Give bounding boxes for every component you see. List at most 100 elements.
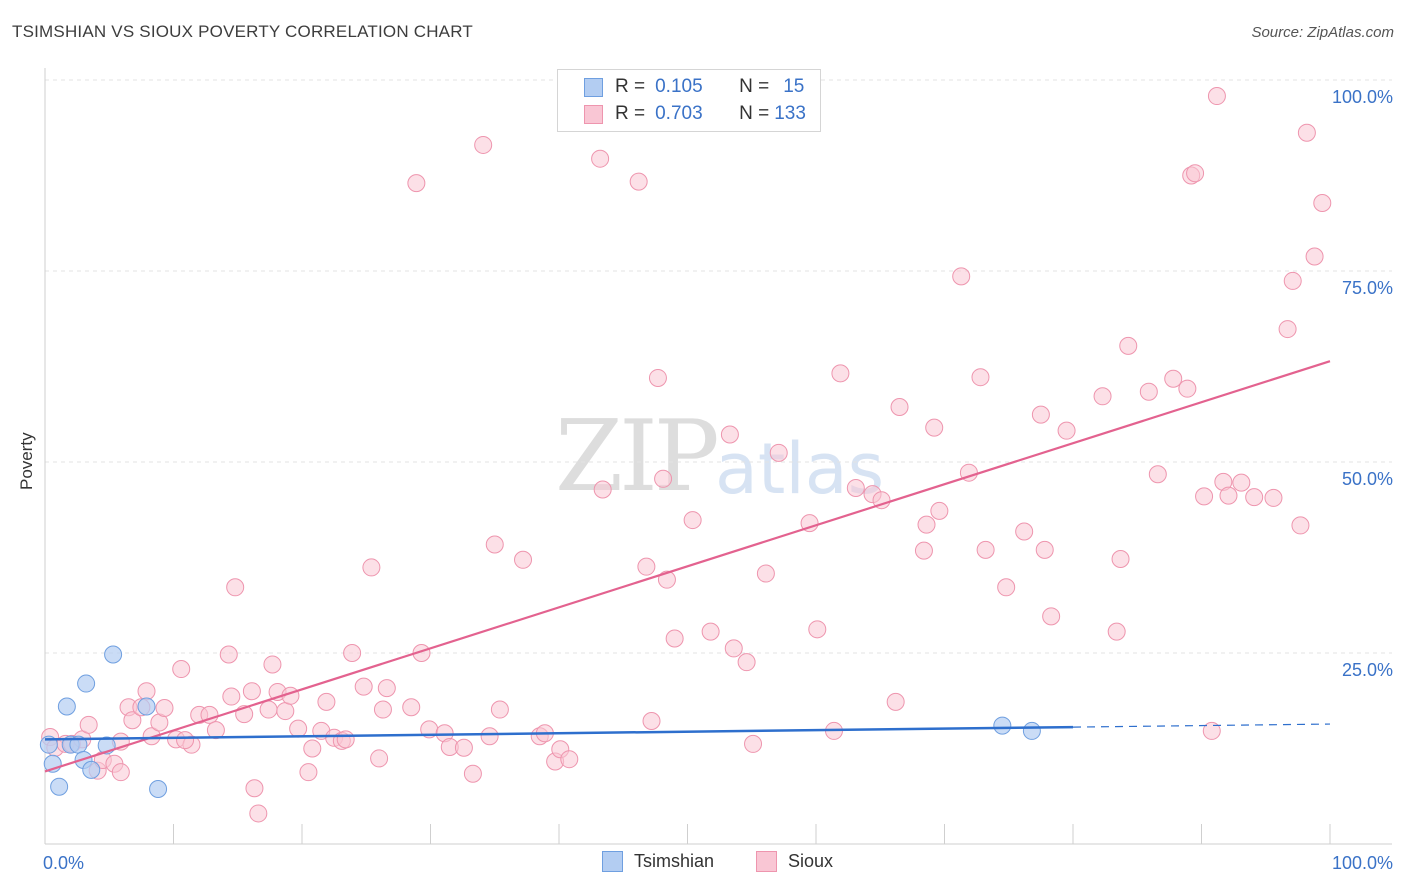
- sioux-point: [925, 418, 944, 437]
- sioux-point: [808, 620, 827, 639]
- sioux-point: [245, 779, 264, 798]
- sioux-point: [249, 804, 268, 823]
- sioux-point: [701, 622, 720, 641]
- sioux-point: [155, 699, 174, 718]
- tsimshian-legend-label: Tsimshian: [634, 851, 715, 871]
- sioux-point: [343, 644, 362, 662]
- sioux-point: [642, 711, 661, 730]
- sioux-point: [1245, 488, 1264, 507]
- sioux-point: [242, 682, 261, 701]
- legend-row-sioux: R = 0.703 N = 133: [584, 102, 806, 126]
- x-tick-label: 100.0%: [1332, 853, 1393, 873]
- sioux-point: [463, 764, 482, 783]
- sioux-point: [485, 535, 504, 554]
- stats-legend: R = 0.105 N = 15 R = 0.703 N = 133: [557, 69, 821, 132]
- sioux-point: [930, 501, 949, 520]
- legend-r-label: R =: [615, 76, 646, 97]
- sioux-point: [665, 629, 684, 648]
- sioux-point: [637, 557, 656, 576]
- sioux-point: [276, 702, 295, 721]
- sioux-point: [720, 425, 739, 444]
- sioux-point: [1107, 622, 1126, 641]
- sioux-point: [1297, 123, 1316, 142]
- sioux-point: [1035, 540, 1054, 559]
- sioux-point: [886, 692, 905, 711]
- legend-r-value: 0.105: [655, 76, 703, 97]
- sioux-legend-label: Sioux: [788, 851, 834, 871]
- legend-n-label: N =: [739, 76, 770, 97]
- sioux-point: [657, 570, 676, 589]
- legend-r-value: 0.703: [655, 103, 703, 124]
- sioux-point: [219, 645, 238, 664]
- sioux-point: [1232, 473, 1251, 492]
- sioux-point: [591, 149, 610, 168]
- sioux-point: [1148, 465, 1167, 484]
- tsimshian-point: [82, 760, 101, 779]
- y-tick-label: 50.0%: [1342, 469, 1393, 489]
- sioux-point: [952, 267, 971, 286]
- sioux-point: [407, 174, 426, 193]
- sioux-point: [514, 550, 533, 569]
- sioux-point: [724, 639, 743, 658]
- sioux-point: [1015, 522, 1034, 541]
- sioux-point: [744, 734, 763, 753]
- tsimshian-point: [137, 697, 156, 716]
- y-tick-label: 25.0%: [1342, 660, 1393, 680]
- sioux-point: [259, 700, 278, 719]
- sioux-point: [1031, 405, 1050, 424]
- x-tick-label: 0.0%: [43, 853, 84, 873]
- sioux-trendline: [44, 360, 1331, 773]
- sioux-point: [971, 368, 990, 387]
- sioux-point: [1093, 387, 1112, 406]
- legend-n-value: 133: [774, 103, 806, 124]
- sioux-point: [917, 515, 936, 534]
- bottom-legend-sioux: Sioux: [756, 851, 833, 872]
- sioux-point: [769, 443, 788, 462]
- sioux-point: [1164, 369, 1183, 388]
- legend-row-tsimshian: R = 0.105 N = 15: [584, 75, 804, 99]
- sioux-point: [800, 514, 819, 533]
- sioux-point: [737, 653, 756, 672]
- sioux-point: [1202, 721, 1221, 740]
- sioux-point: [648, 368, 667, 387]
- tsimshian-trendline: [44, 725, 1074, 741]
- y-tick-label: 100.0%: [1332, 87, 1393, 107]
- watermark-zip: ZIP: [555, 400, 720, 514]
- tsimshian-trendline-extension: [1072, 723, 1331, 728]
- legend-r-label: R =: [615, 103, 646, 124]
- sioux-point: [1186, 164, 1205, 183]
- sioux-point: [1278, 320, 1297, 339]
- sioux-point: [593, 480, 612, 499]
- legend-n-value: 15: [783, 76, 805, 97]
- sioux-point: [226, 578, 245, 597]
- sioux-legend-swatch: [756, 851, 777, 872]
- sioux-point: [490, 700, 509, 719]
- sioux-point: [846, 478, 865, 497]
- sioux-point: [474, 135, 493, 154]
- sioux-point: [454, 738, 473, 757]
- sioux-point: [480, 727, 499, 746]
- sioux-point: [654, 469, 673, 488]
- sioux-point: [1305, 247, 1324, 266]
- sioux-point: [377, 679, 396, 698]
- sioux-point: [137, 682, 156, 701]
- chart-title: TSIMSHIAN VS SIOUX POVERTY CORRELATION C…: [12, 22, 473, 41]
- tsimshian-point: [77, 674, 96, 693]
- sioux-point: [831, 364, 850, 383]
- sioux-point: [629, 172, 648, 191]
- sioux-point: [997, 578, 1016, 597]
- sioux-point: [336, 730, 355, 749]
- tsimshian-point: [993, 716, 1012, 735]
- sioux-point: [206, 721, 225, 740]
- tsimshian-point: [57, 697, 76, 716]
- sioux-point: [362, 558, 381, 577]
- sioux-point: [560, 750, 579, 769]
- tsimshian-point: [50, 777, 69, 796]
- sioux-point: [303, 739, 322, 758]
- sioux-point: [370, 749, 389, 768]
- sioux-point: [402, 698, 421, 717]
- tsimshian-point: [104, 645, 123, 664]
- sioux-point: [1195, 487, 1214, 506]
- legend-n-label: N =: [739, 103, 770, 124]
